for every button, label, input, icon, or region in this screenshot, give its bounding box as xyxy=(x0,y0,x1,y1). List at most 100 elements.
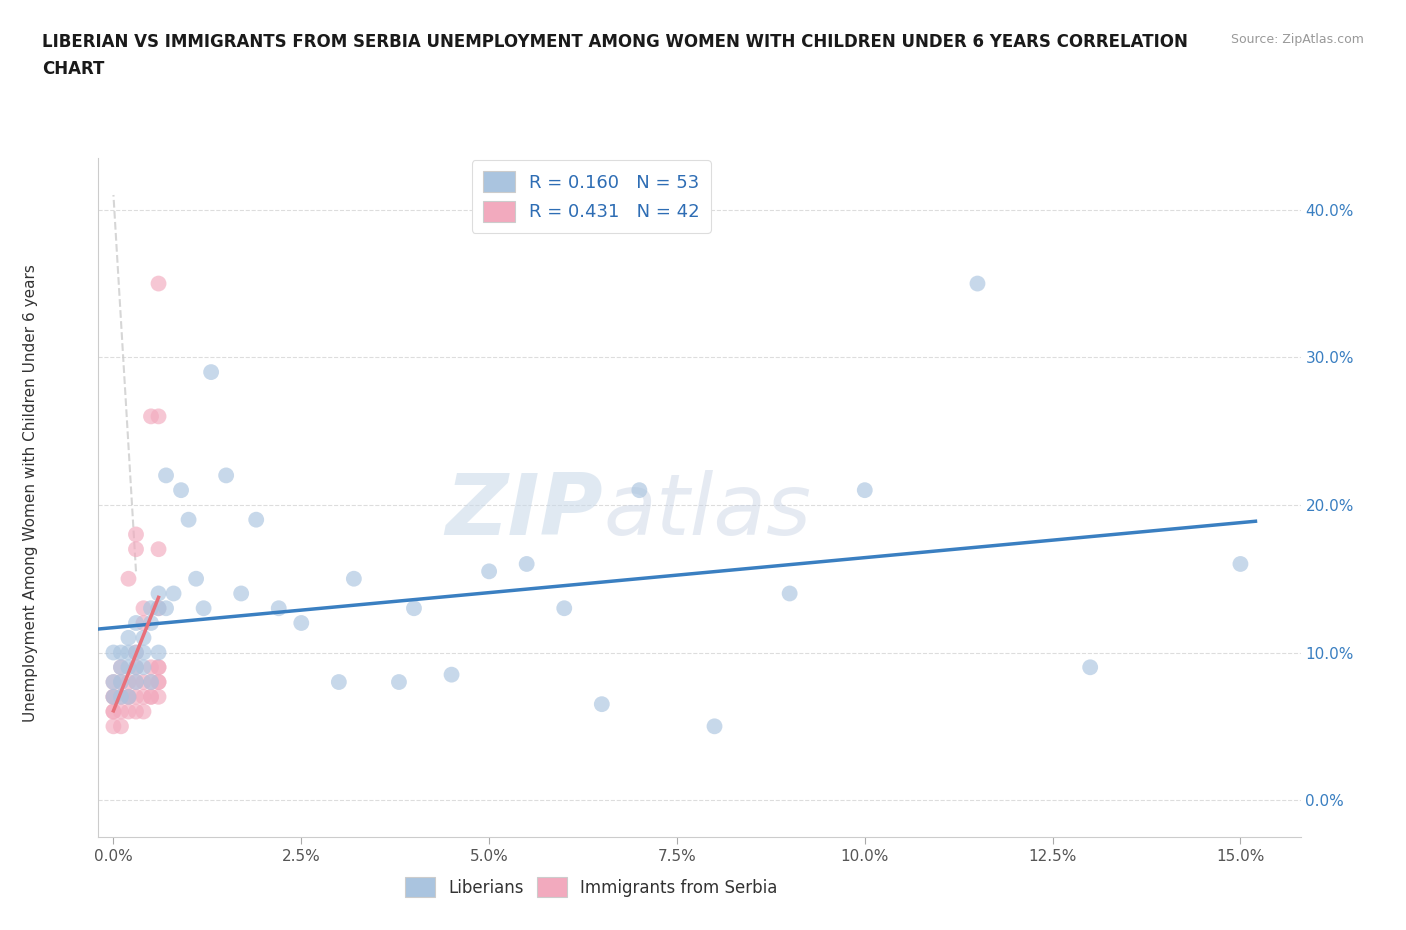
Point xyxy=(148,276,170,291)
Point xyxy=(117,660,139,675)
Point xyxy=(139,689,162,704)
Point xyxy=(103,689,125,704)
Point xyxy=(117,631,139,645)
Text: ZIP: ZIP xyxy=(446,470,603,552)
Point xyxy=(478,564,501,578)
Point xyxy=(148,689,170,704)
Point xyxy=(388,674,411,689)
Point xyxy=(103,689,125,704)
Point xyxy=(125,645,148,660)
Text: Source: ZipAtlas.com: Source: ZipAtlas.com xyxy=(1230,33,1364,46)
Point xyxy=(117,571,139,586)
Point xyxy=(125,527,148,542)
Point xyxy=(103,645,125,660)
Point xyxy=(125,689,148,704)
Point xyxy=(148,601,170,616)
Point xyxy=(184,571,207,586)
Point xyxy=(200,365,222,379)
Legend: Liberians, Immigrants from Serbia: Liberians, Immigrants from Serbia xyxy=(398,870,785,903)
Point xyxy=(139,674,162,689)
Point xyxy=(328,674,350,689)
Point xyxy=(177,512,200,527)
Point xyxy=(110,719,132,734)
Point xyxy=(516,556,538,571)
Point xyxy=(553,601,575,616)
Point xyxy=(440,667,463,682)
Point xyxy=(132,645,155,660)
Point xyxy=(139,689,162,704)
Point xyxy=(132,704,155,719)
Point xyxy=(966,276,988,291)
Point xyxy=(110,689,132,704)
Text: CHART: CHART xyxy=(42,60,104,78)
Point xyxy=(125,660,148,675)
Point xyxy=(703,719,725,734)
Point xyxy=(290,616,312,631)
Point xyxy=(117,689,139,704)
Point xyxy=(125,674,148,689)
Point xyxy=(1078,660,1101,675)
Point xyxy=(125,542,148,557)
Point xyxy=(591,697,613,711)
Point xyxy=(103,719,125,734)
Point xyxy=(853,483,876,498)
Point xyxy=(402,601,425,616)
Point xyxy=(110,674,132,689)
Text: LIBERIAN VS IMMIGRANTS FROM SERBIA UNEMPLOYMENT AMONG WOMEN WITH CHILDREN UNDER : LIBERIAN VS IMMIGRANTS FROM SERBIA UNEMP… xyxy=(42,33,1188,50)
Point xyxy=(110,704,132,719)
Point xyxy=(148,409,170,424)
Point xyxy=(193,601,215,616)
Point xyxy=(343,571,366,586)
Point xyxy=(132,616,155,631)
Point xyxy=(139,409,162,424)
Point xyxy=(139,601,162,616)
Text: Unemployment Among Women with Children Under 6 years: Unemployment Among Women with Children U… xyxy=(24,264,38,722)
Point xyxy=(110,660,132,675)
Point xyxy=(267,601,290,616)
Point xyxy=(148,660,170,675)
Point xyxy=(117,689,139,704)
Point xyxy=(148,674,170,689)
Point xyxy=(139,616,162,631)
Point xyxy=(148,660,170,675)
Point xyxy=(103,704,125,719)
Point xyxy=(155,468,177,483)
Point xyxy=(170,483,193,498)
Text: atlas: atlas xyxy=(603,470,811,552)
Point xyxy=(1229,556,1251,571)
Point xyxy=(779,586,801,601)
Point xyxy=(117,645,139,660)
Point xyxy=(110,689,132,704)
Point xyxy=(132,674,155,689)
Point xyxy=(148,586,170,601)
Point xyxy=(110,645,132,660)
Point xyxy=(148,674,170,689)
Point xyxy=(110,674,132,689)
Point xyxy=(103,674,125,689)
Point xyxy=(103,704,125,719)
Point xyxy=(125,704,148,719)
Point xyxy=(110,660,132,675)
Point xyxy=(231,586,253,601)
Point xyxy=(117,704,139,719)
Point xyxy=(132,660,155,675)
Point xyxy=(117,689,139,704)
Point xyxy=(117,674,139,689)
Point xyxy=(132,689,155,704)
Point xyxy=(148,645,170,660)
Point xyxy=(132,631,155,645)
Point xyxy=(148,601,170,616)
Point xyxy=(125,616,148,631)
Point xyxy=(148,542,170,557)
Point xyxy=(103,689,125,704)
Point xyxy=(139,660,162,675)
Point xyxy=(125,645,148,660)
Point xyxy=(132,601,155,616)
Point xyxy=(125,674,148,689)
Point xyxy=(215,468,238,483)
Point xyxy=(155,601,177,616)
Point xyxy=(245,512,267,527)
Point xyxy=(103,674,125,689)
Point xyxy=(125,660,148,675)
Point xyxy=(628,483,651,498)
